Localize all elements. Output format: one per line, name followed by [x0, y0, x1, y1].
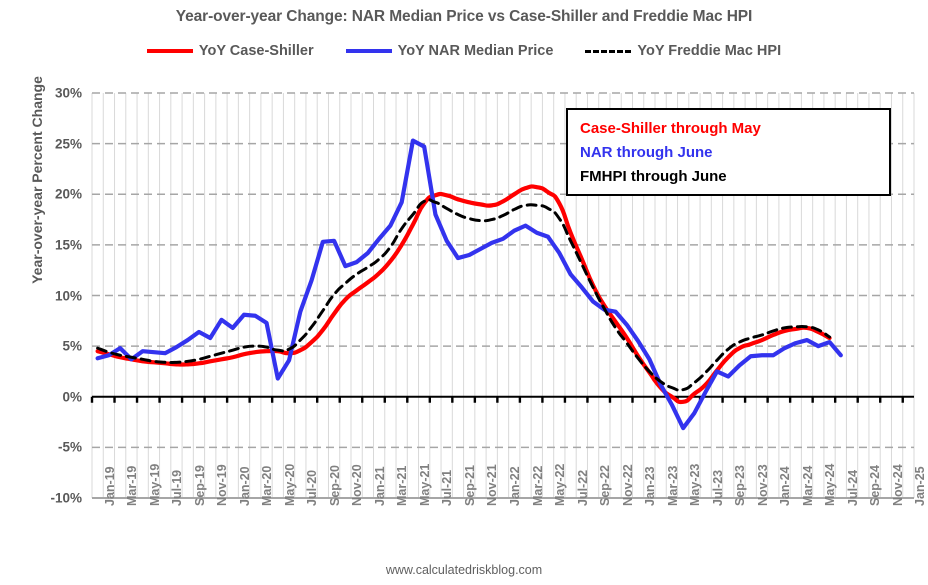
footer-source-url: www.calculatedriskblog.com — [385, 563, 543, 577]
y-tick-label: 0% — [62, 389, 82, 405]
y-axis-tick-labels: 30% 25% 20% 15% 10% 5% 0% -5% -10% — [8, 0, 82, 585]
series-line-freddie-mac-hpi — [96, 198, 832, 392]
annotation-line-fmhpi: FMHPI through June — [580, 168, 727, 185]
legend-swatch-nar-median-price — [345, 49, 392, 53]
chart-legend: YoY Case-Shiller YoY NAR Median Price Yo… — [0, 43, 928, 59]
annotation-box: Case-Shiller through May NAR through Jun… — [566, 108, 891, 196]
y-tick-label: 30% — [54, 85, 82, 101]
annotation-line-nar: NAR through June — [580, 144, 713, 161]
legend-label-case-shiller: YoY Case-Shiller — [198, 43, 314, 59]
legend-item-nar-median-price: YoY NAR Median Price — [345, 43, 554, 59]
y-tick-label: 10% — [54, 288, 82, 303]
chart-title: Year-over-year Change: NAR Median Price … — [175, 8, 753, 25]
y-tick-label: -5% — [57, 439, 82, 455]
legend-label-nar-median-price: YoY NAR Median Price — [397, 43, 554, 59]
series-line-nar-median-price — [95, 138, 843, 431]
series-line-case-shiller — [95, 184, 832, 405]
y-tick-label: 20% — [54, 186, 82, 202]
legend-label-freddie-mac-hpi: YoY Freddie Mac HPI — [637, 43, 782, 59]
y-tick-label: 15% — [54, 237, 82, 253]
legend-swatch-freddie-mac-hpi — [585, 49, 632, 53]
y-tick-label: -10% — [50, 490, 82, 506]
legend-item-case-shiller: YoY Case-Shiller — [146, 43, 314, 59]
y-tick-label: 5% — [62, 338, 82, 354]
y-tick-label: 25% — [54, 136, 82, 152]
legend-item-freddie-mac-hpi: YoY Freddie Mac HPI — [585, 43, 781, 59]
annotation-line-case-shiller: Case-Shiller through May — [580, 120, 761, 137]
legend-swatch-case-shiller — [146, 49, 193, 53]
